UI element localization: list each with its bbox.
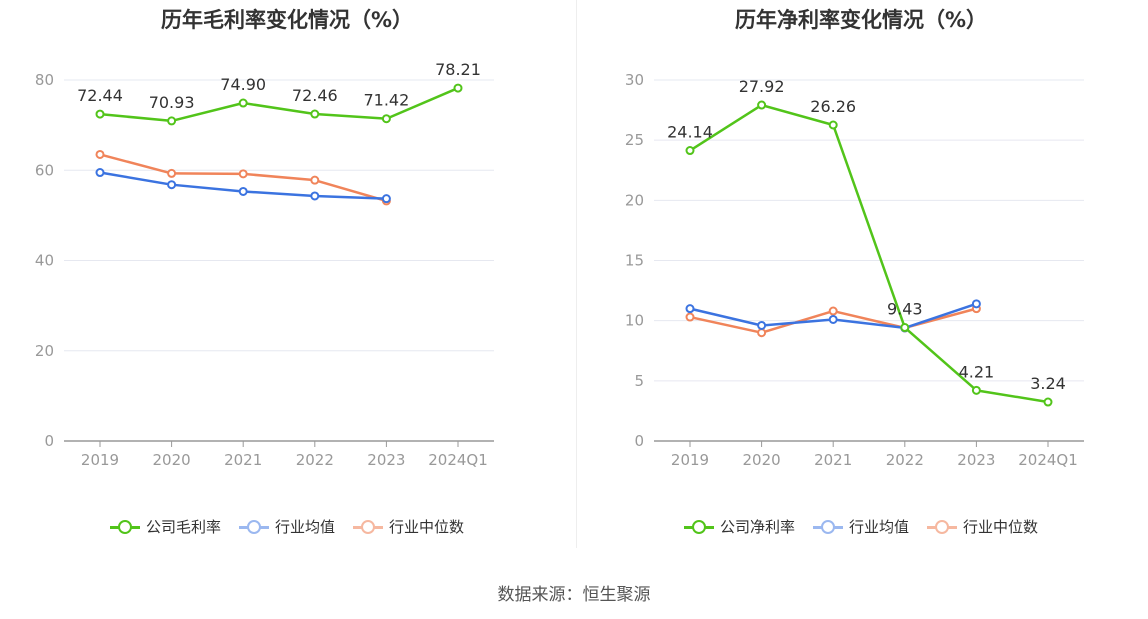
data-point xyxy=(900,323,910,333)
data-point xyxy=(757,328,767,338)
legend-item-company[interactable]: 公司净利率 xyxy=(683,516,795,537)
panel-divider xyxy=(576,0,577,548)
legend-item-industry-mean[interactable]: 行业均值 xyxy=(812,516,909,537)
legend-item-industry-mean[interactable]: 行业均值 xyxy=(238,516,335,537)
data-label: 24.14 xyxy=(667,123,713,142)
data-label: 27.92 xyxy=(739,77,785,96)
legend-swatch-icon xyxy=(238,519,269,534)
y-tick-label: 40 xyxy=(35,252,54,270)
legend-label: 行业均值 xyxy=(274,518,335,536)
data-point xyxy=(167,168,177,178)
x-tick-label: 2022 xyxy=(886,451,924,469)
data-point xyxy=(95,109,105,119)
data-label: 70.93 xyxy=(149,93,195,112)
data-point xyxy=(381,114,391,124)
data-label: 74.90 xyxy=(220,75,266,94)
data-point xyxy=(971,385,981,395)
data-label: 78.21 xyxy=(435,60,481,79)
data-label: 3.24 xyxy=(1030,374,1066,393)
series-line xyxy=(99,86,459,123)
data-label: 72.44 xyxy=(77,86,123,105)
chart-title: 历年毛利率变化情况（%） xyxy=(160,8,414,32)
net-margin-chart: 0 5 10 15 20 25 30 2019 2020 2021 2022 2023 2024Q1 24… xyxy=(625,71,1084,469)
chart-title: 历年净利率变化情况（%） xyxy=(734,8,988,32)
x-tick-label: 2019 xyxy=(81,451,119,469)
legend-swatch-icon xyxy=(109,519,140,534)
data-label: 9.43 xyxy=(887,300,923,319)
data-point xyxy=(310,109,320,119)
y-tick-label: 5 xyxy=(634,372,644,390)
y-tick-label: 20 xyxy=(35,342,54,360)
series-line xyxy=(689,103,1049,404)
data-point xyxy=(1043,397,1053,407)
x-tick-label: 2024Q1 xyxy=(428,451,488,469)
legend-swatch-icon xyxy=(683,519,714,534)
y-tick-label: 10 xyxy=(625,312,644,330)
data-point xyxy=(381,194,391,204)
data-point xyxy=(310,175,320,185)
x-tick-label: 2024Q1 xyxy=(1018,451,1078,469)
data-label: 71.42 xyxy=(363,91,409,110)
y-tick-label: 15 xyxy=(625,252,644,270)
y-tick-label: 25 xyxy=(625,131,644,149)
y-tick-label: 60 xyxy=(35,161,54,179)
legend-item-company[interactable]: 公司毛利率 xyxy=(109,516,221,537)
legend-swatch-icon xyxy=(812,519,843,534)
x-tick-label: 2020 xyxy=(153,451,191,469)
data-point xyxy=(167,180,177,190)
data-point xyxy=(971,299,981,309)
legend-item-industry-median[interactable]: 行业中位数 xyxy=(353,516,464,537)
legend-label: 行业中位数 xyxy=(963,518,1039,536)
x-tick-label: 2023 xyxy=(367,451,405,469)
legend-label: 行业中位数 xyxy=(389,518,465,536)
data-point xyxy=(95,149,105,159)
data-point xyxy=(828,314,838,324)
data-point xyxy=(310,191,320,201)
data-point xyxy=(685,146,695,156)
legend-swatch-icon xyxy=(927,519,957,534)
data-point xyxy=(95,168,105,178)
legend-label: 公司净利率 xyxy=(719,518,795,536)
data-point xyxy=(167,116,177,126)
legend-swatch-icon xyxy=(353,519,383,534)
legend: 公司净利率 行业均值 行业中位数 xyxy=(574,516,1148,537)
legend-label: 公司毛利率 xyxy=(145,518,221,536)
legend: 公司毛利率 行业均值 行业中位数 xyxy=(0,516,574,537)
y-tick-label: 20 xyxy=(625,191,644,209)
gross-margin-chart: 0 20 40 60 80 2019 2020 2021 2022 2023 2024Q1 72.44… xyxy=(35,60,494,469)
y-tick-label: 0 xyxy=(634,432,644,450)
data-source-note: 数据来源：恒生聚源 xyxy=(497,585,651,605)
y-tick-label: 30 xyxy=(625,71,644,89)
data-label: 4.21 xyxy=(959,362,995,381)
gross-margin-chart-panel: 历年毛利率变化情况（%） 0 20 40 60 80 2019 2020 2021 2022 20… xyxy=(0,0,574,560)
data-label: 72.46 xyxy=(292,86,338,105)
legend-item-industry-median[interactable]: 行业中位数 xyxy=(927,516,1038,537)
data-point xyxy=(685,304,695,314)
x-tick-label: 2020 xyxy=(743,451,781,469)
data-point xyxy=(685,312,695,322)
net-margin-chart-panel: 历年净利率变化情况（%） 0 5 10 15 20 25 30 2019 2020 2021 202… xyxy=(574,0,1148,560)
data-point xyxy=(238,98,248,108)
data-point xyxy=(453,83,463,93)
data-point xyxy=(828,120,838,130)
x-tick-label: 2023 xyxy=(957,451,995,469)
y-tick-label: 80 xyxy=(35,71,54,89)
data-label: 26.26 xyxy=(810,97,856,116)
x-tick-label: 2021 xyxy=(224,451,262,469)
x-tick-label: 2021 xyxy=(814,451,852,469)
data-point xyxy=(757,100,767,110)
x-tick-label: 2019 xyxy=(671,451,709,469)
legend-label: 行业均值 xyxy=(848,518,909,536)
data-point xyxy=(238,169,248,179)
x-tick-label: 2022 xyxy=(296,451,334,469)
data-point xyxy=(757,320,767,330)
y-tick-label: 0 xyxy=(44,432,54,450)
data-point xyxy=(828,306,838,316)
data-point xyxy=(238,186,248,196)
